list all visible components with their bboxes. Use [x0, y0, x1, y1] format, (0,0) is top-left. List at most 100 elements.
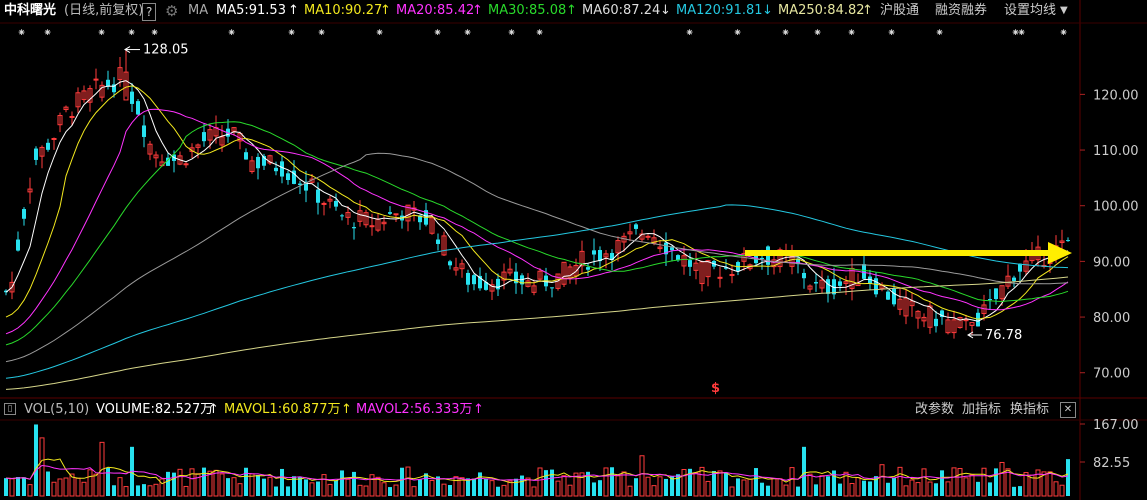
volume-bar — [142, 484, 146, 496]
candle-body — [484, 282, 488, 290]
ma5-up-arrow-icon: ↑ — [288, 3, 299, 18]
volume-bar — [976, 481, 980, 496]
event-star-marker: ⁕ — [847, 26, 856, 39]
change-indicator-button[interactable]: 换指标 — [1010, 402, 1050, 417]
candle-body — [142, 125, 146, 137]
volume-bar — [567, 484, 573, 497]
volume-bar — [231, 477, 237, 497]
candle-body — [46, 142, 50, 150]
volume-bar — [657, 476, 663, 497]
candle-body — [81, 90, 87, 101]
vol-indicator-title[interactable]: VOL(5,10) — [24, 402, 90, 417]
set-ma-dropdown-icon[interactable]: ▼ — [1060, 5, 1068, 16]
candle-body — [717, 276, 723, 279]
volume-bar — [256, 475, 260, 496]
help-button[interactable]: ? — [142, 3, 157, 21]
volume-bar — [411, 486, 417, 497]
candle-body — [561, 261, 567, 285]
candle-body — [892, 288, 896, 305]
volume-bar — [405, 466, 411, 497]
ma30-value: MA30:85.08 — [488, 3, 567, 18]
volume-panel-toggle[interactable]: ▯ — [4, 403, 16, 415]
volume-bar — [796, 486, 800, 496]
volume-bar — [915, 482, 921, 497]
event-star-marker: ⁕ — [685, 26, 694, 39]
low-price-label: 76.78 — [985, 328, 1022, 343]
volume-bar — [424, 473, 428, 496]
price-tick-label: 120.00 — [1093, 88, 1139, 103]
menu-set-ma[interactable]: 设置均线 — [1004, 3, 1057, 18]
event-star-marker: ⁕ — [935, 26, 944, 39]
volume-bar — [789, 467, 795, 497]
candle-body — [183, 163, 189, 166]
volume-bar — [520, 475, 524, 496]
event-star-marker: ⁕ — [227, 26, 236, 39]
volume-bar — [693, 472, 699, 497]
candle-body — [93, 78, 99, 81]
event-star-marker: ⁕ — [127, 26, 136, 39]
add-indicator-button[interactable]: 加指标 — [962, 402, 1002, 417]
event-star-marker: ⁕ — [375, 26, 384, 39]
candle-body — [862, 264, 866, 279]
volume-bar — [699, 466, 705, 497]
candle-body — [927, 305, 933, 328]
volume-bar — [676, 474, 680, 496]
candle-body — [459, 263, 465, 270]
candle-body — [832, 279, 836, 295]
annotations: 128.05 76.78 $ — [124, 43, 1022, 396]
candle-body — [651, 237, 657, 244]
modify-params-button[interactable]: 改参数 — [915, 402, 955, 417]
volume-bar — [712, 470, 716, 496]
mavol2-line — [5, 464, 1069, 481]
close-icon[interactable]: ✕ — [1060, 402, 1076, 418]
candle-body — [147, 143, 153, 155]
low-pointer-arrow-icon — [967, 331, 974, 339]
price-tick-label: 100.00 — [1093, 200, 1139, 215]
volume-bar — [69, 473, 75, 497]
candle-body — [1005, 275, 1011, 287]
menu-hk-connect[interactable]: 沪股通 — [880, 3, 920, 18]
candle-body — [819, 279, 825, 289]
volume-bar — [177, 468, 183, 497]
menu-margin-trading[interactable]: 融资融券 — [935, 3, 988, 18]
volume-bar — [244, 467, 248, 496]
volume-bar — [766, 485, 770, 496]
chart-mode-label[interactable]: (日线,前复权) — [64, 3, 144, 18]
candle-body — [75, 92, 81, 108]
candle-body — [244, 152, 248, 160]
volume-bar — [550, 469, 554, 496]
volume-bar — [819, 475, 825, 497]
candle-body — [645, 235, 651, 238]
candle-body — [130, 91, 134, 104]
volume-bar — [639, 455, 645, 497]
settings-gear-icon[interactable]: ⚙ — [165, 2, 179, 20]
volume-bar — [531, 486, 537, 497]
candle-body — [951, 319, 957, 334]
volume-bar — [448, 485, 452, 496]
candle-body — [489, 284, 495, 292]
volume-bar — [219, 473, 225, 497]
volume-bar — [1053, 481, 1059, 497]
candle-body — [868, 276, 872, 284]
event-star-marker: ⁕ — [463, 26, 472, 39]
candle-body — [69, 115, 75, 118]
volume-bar — [34, 424, 38, 496]
stock-name: 中科曙光 — [4, 3, 57, 18]
volume-bar — [9, 478, 15, 497]
ma20-line — [5, 108, 1069, 335]
candle-body — [525, 280, 531, 287]
volume-bar — [945, 481, 951, 497]
volume-bar — [741, 479, 747, 497]
high-price-label: 128.05 — [143, 43, 189, 58]
high-pointer-arrow-icon — [124, 46, 131, 53]
volume-bar — [316, 481, 320, 496]
volume-bar — [814, 484, 818, 496]
candle-body — [940, 310, 944, 318]
candle-body — [903, 297, 909, 317]
candle-body — [207, 129, 213, 141]
volume-bar — [826, 476, 830, 496]
ma20-up-arrow-icon: ↑ — [472, 3, 483, 18]
volume-bar — [136, 485, 140, 496]
candle-body — [280, 161, 284, 177]
